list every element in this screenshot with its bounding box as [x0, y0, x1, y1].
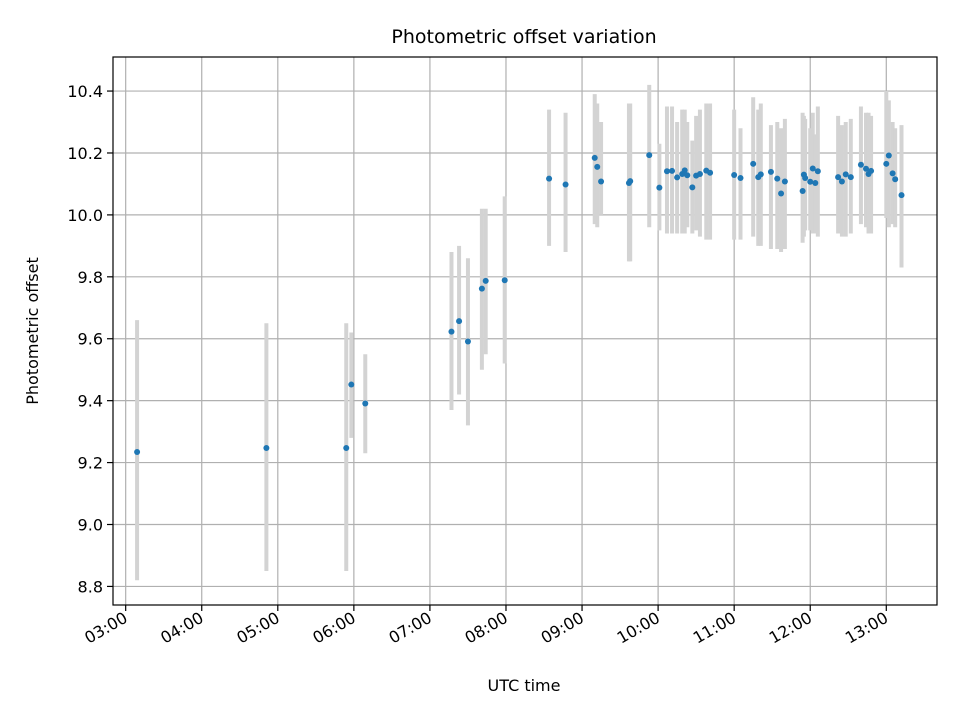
- data-point: [627, 178, 634, 185]
- data-point: [646, 152, 653, 159]
- data-point: [767, 168, 774, 175]
- data-point: [799, 188, 806, 195]
- data-point: [731, 171, 738, 178]
- data-point: [842, 171, 849, 178]
- y-tick-label: 8.8: [78, 577, 103, 596]
- data-point: [562, 181, 569, 188]
- data-point: [838, 178, 845, 185]
- data-point: [598, 178, 605, 185]
- y-tick-label: 9.2: [78, 454, 103, 473]
- data-point: [681, 167, 688, 174]
- data-point: [898, 192, 905, 199]
- y-tick-label: 10.2: [67, 144, 103, 163]
- y-axis-label: Photometric offset: [23, 257, 42, 405]
- data-point: [134, 449, 141, 456]
- y-tick-label: 10.0: [67, 206, 103, 225]
- data-point: [737, 175, 744, 182]
- data-point: [812, 180, 819, 187]
- data-point: [663, 168, 670, 175]
- data-point: [348, 381, 355, 388]
- data-point: [807, 178, 814, 185]
- data-point: [781, 178, 788, 185]
- data-point: [892, 176, 899, 183]
- data-points: [134, 152, 905, 456]
- data-point: [546, 175, 553, 182]
- data-point: [885, 152, 892, 159]
- data-point: [591, 154, 598, 161]
- data-point: [656, 184, 663, 191]
- data-point: [456, 318, 463, 325]
- data-point: [696, 171, 703, 178]
- data-point: [883, 160, 890, 167]
- data-point: [778, 190, 785, 197]
- y-tick-label: 9.8: [78, 268, 103, 287]
- data-point: [757, 171, 764, 178]
- data-point: [464, 338, 471, 345]
- data-point: [707, 169, 714, 176]
- data-point: [263, 445, 270, 452]
- y-tick-label: 9.0: [78, 516, 103, 535]
- y-tick-label: 10.4: [67, 82, 103, 101]
- x-axis-label: UTC time: [488, 676, 561, 695]
- data-point: [835, 174, 842, 181]
- chart-title: Photometric offset variation: [391, 26, 656, 48]
- data-point: [750, 160, 757, 167]
- data-point: [448, 328, 455, 335]
- data-point: [478, 285, 485, 292]
- data-point: [889, 170, 896, 177]
- data-point: [501, 277, 508, 284]
- data-point: [669, 167, 676, 174]
- y-tick-label: 9.6: [78, 330, 103, 349]
- data-point: [674, 174, 681, 181]
- data-point: [362, 400, 369, 407]
- data-point: [343, 445, 350, 452]
- data-point: [482, 277, 489, 284]
- y-tick-label: 9.4: [78, 392, 103, 411]
- data-point: [863, 165, 870, 172]
- data-point: [868, 167, 875, 174]
- data-point: [809, 165, 816, 172]
- plot-frame: [112, 56, 938, 606]
- data-point: [802, 175, 809, 182]
- data-point: [689, 184, 696, 191]
- data-point: [594, 163, 601, 170]
- data-point: [857, 161, 864, 168]
- data-point: [847, 174, 854, 181]
- y-axis-ticks: 8.8 9.0 9.2 9.4 9.6 9.8 10.0 10.2 10.4: [67, 82, 113, 596]
- data-point: [814, 168, 821, 175]
- data-point: [684, 172, 691, 179]
- data-point: [774, 175, 781, 182]
